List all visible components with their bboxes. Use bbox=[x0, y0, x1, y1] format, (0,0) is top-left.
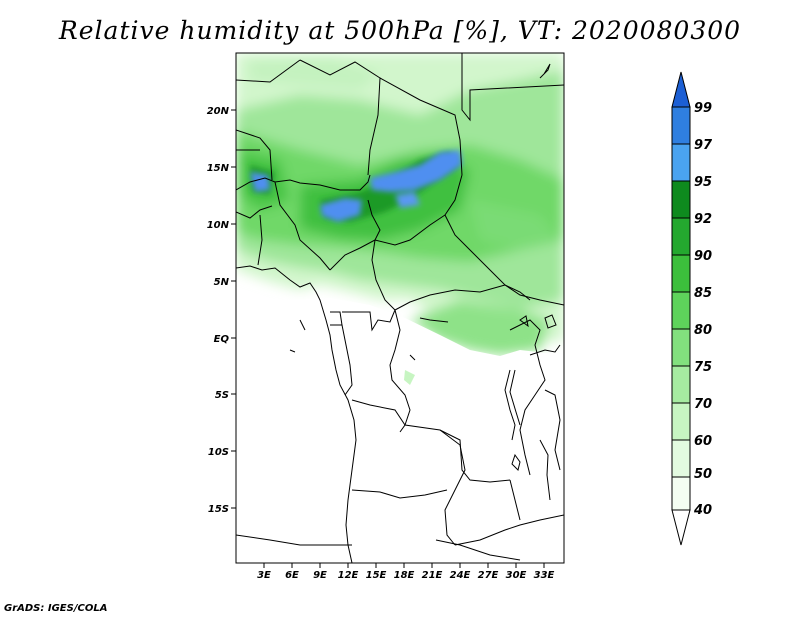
colorbar-label: 97 bbox=[694, 138, 713, 153]
map-title: Relative humidity at 500hPa [%], VT: 202… bbox=[58, 16, 742, 45]
lon-tick-label: 3E bbox=[257, 570, 271, 581]
colorbar-segment bbox=[671, 143, 691, 182]
lat-axis: 20N 15N 10N 5N EQ 5S 10S 15S bbox=[207, 106, 236, 515]
colorbar-label: 60 bbox=[694, 434, 712, 449]
colorbar-segment bbox=[671, 71, 691, 108]
lon-tick-label: 27E bbox=[478, 570, 499, 581]
colorbar: 99 97 95 92 90 85 80 75 70 60 50 40 bbox=[671, 71, 713, 546]
lat-tick-label: 5S bbox=[215, 390, 229, 401]
colorbar-label: 50 bbox=[694, 467, 712, 482]
lon-axis: 3E 6E 9E 12E 15E 18E 21E 24E 27E 30E 33E bbox=[257, 563, 555, 581]
colorbar-segment bbox=[671, 328, 691, 367]
colorbar-label: 80 bbox=[694, 323, 712, 338]
lon-tick-label: 9E bbox=[313, 570, 327, 581]
lon-tick-label: 21E bbox=[422, 570, 443, 581]
colorbar-segment bbox=[671, 439, 691, 478]
map-frame bbox=[235, 52, 565, 564]
lat-tick-label: 15N bbox=[207, 163, 230, 174]
colorbar-segment bbox=[671, 402, 691, 441]
lat-tick-label: 10N bbox=[207, 220, 230, 231]
colorbar-segment bbox=[671, 180, 691, 219]
lon-tick-label: 12E bbox=[338, 570, 359, 581]
lon-tick-label: 18E bbox=[394, 570, 415, 581]
lon-tick-label: 6E bbox=[285, 570, 299, 581]
colorbar-segment bbox=[671, 509, 691, 546]
colorbar-segment bbox=[671, 217, 691, 256]
colorbar-label: 99 bbox=[694, 101, 712, 116]
lon-tick-label: 30E bbox=[506, 570, 527, 581]
colorbar-label: 92 bbox=[694, 212, 712, 227]
colorbar-label: 70 bbox=[694, 397, 712, 412]
lon-tick-label: 15E bbox=[366, 570, 387, 581]
lon-tick-label: 24E bbox=[450, 570, 471, 581]
lat-tick-label: 15S bbox=[208, 504, 229, 515]
colorbar-segment bbox=[671, 254, 691, 293]
grads-credit: GrADS: IGES/COLA bbox=[4, 603, 108, 614]
colorbar-segment bbox=[671, 291, 691, 330]
lon-tick-label: 33E bbox=[534, 570, 555, 581]
colorbar-label: 90 bbox=[694, 249, 712, 264]
lat-tick-label: 5N bbox=[214, 277, 230, 288]
colorbar-segment bbox=[671, 476, 691, 511]
colorbar-segment bbox=[671, 106, 691, 145]
colorbar-label: 95 bbox=[694, 175, 712, 190]
colorbar-label: 75 bbox=[694, 360, 712, 375]
colorbar-segment bbox=[671, 365, 691, 404]
lat-tick-label: 10S bbox=[208, 447, 229, 458]
colorbar-label: 85 bbox=[694, 286, 712, 301]
humidity-field bbox=[236, 53, 564, 563]
lat-tick-label: EQ bbox=[214, 334, 230, 345]
lat-tick-label: 20N bbox=[207, 106, 230, 117]
colorbar-label: 40 bbox=[693, 503, 712, 518]
country-borders bbox=[236, 53, 564, 563]
